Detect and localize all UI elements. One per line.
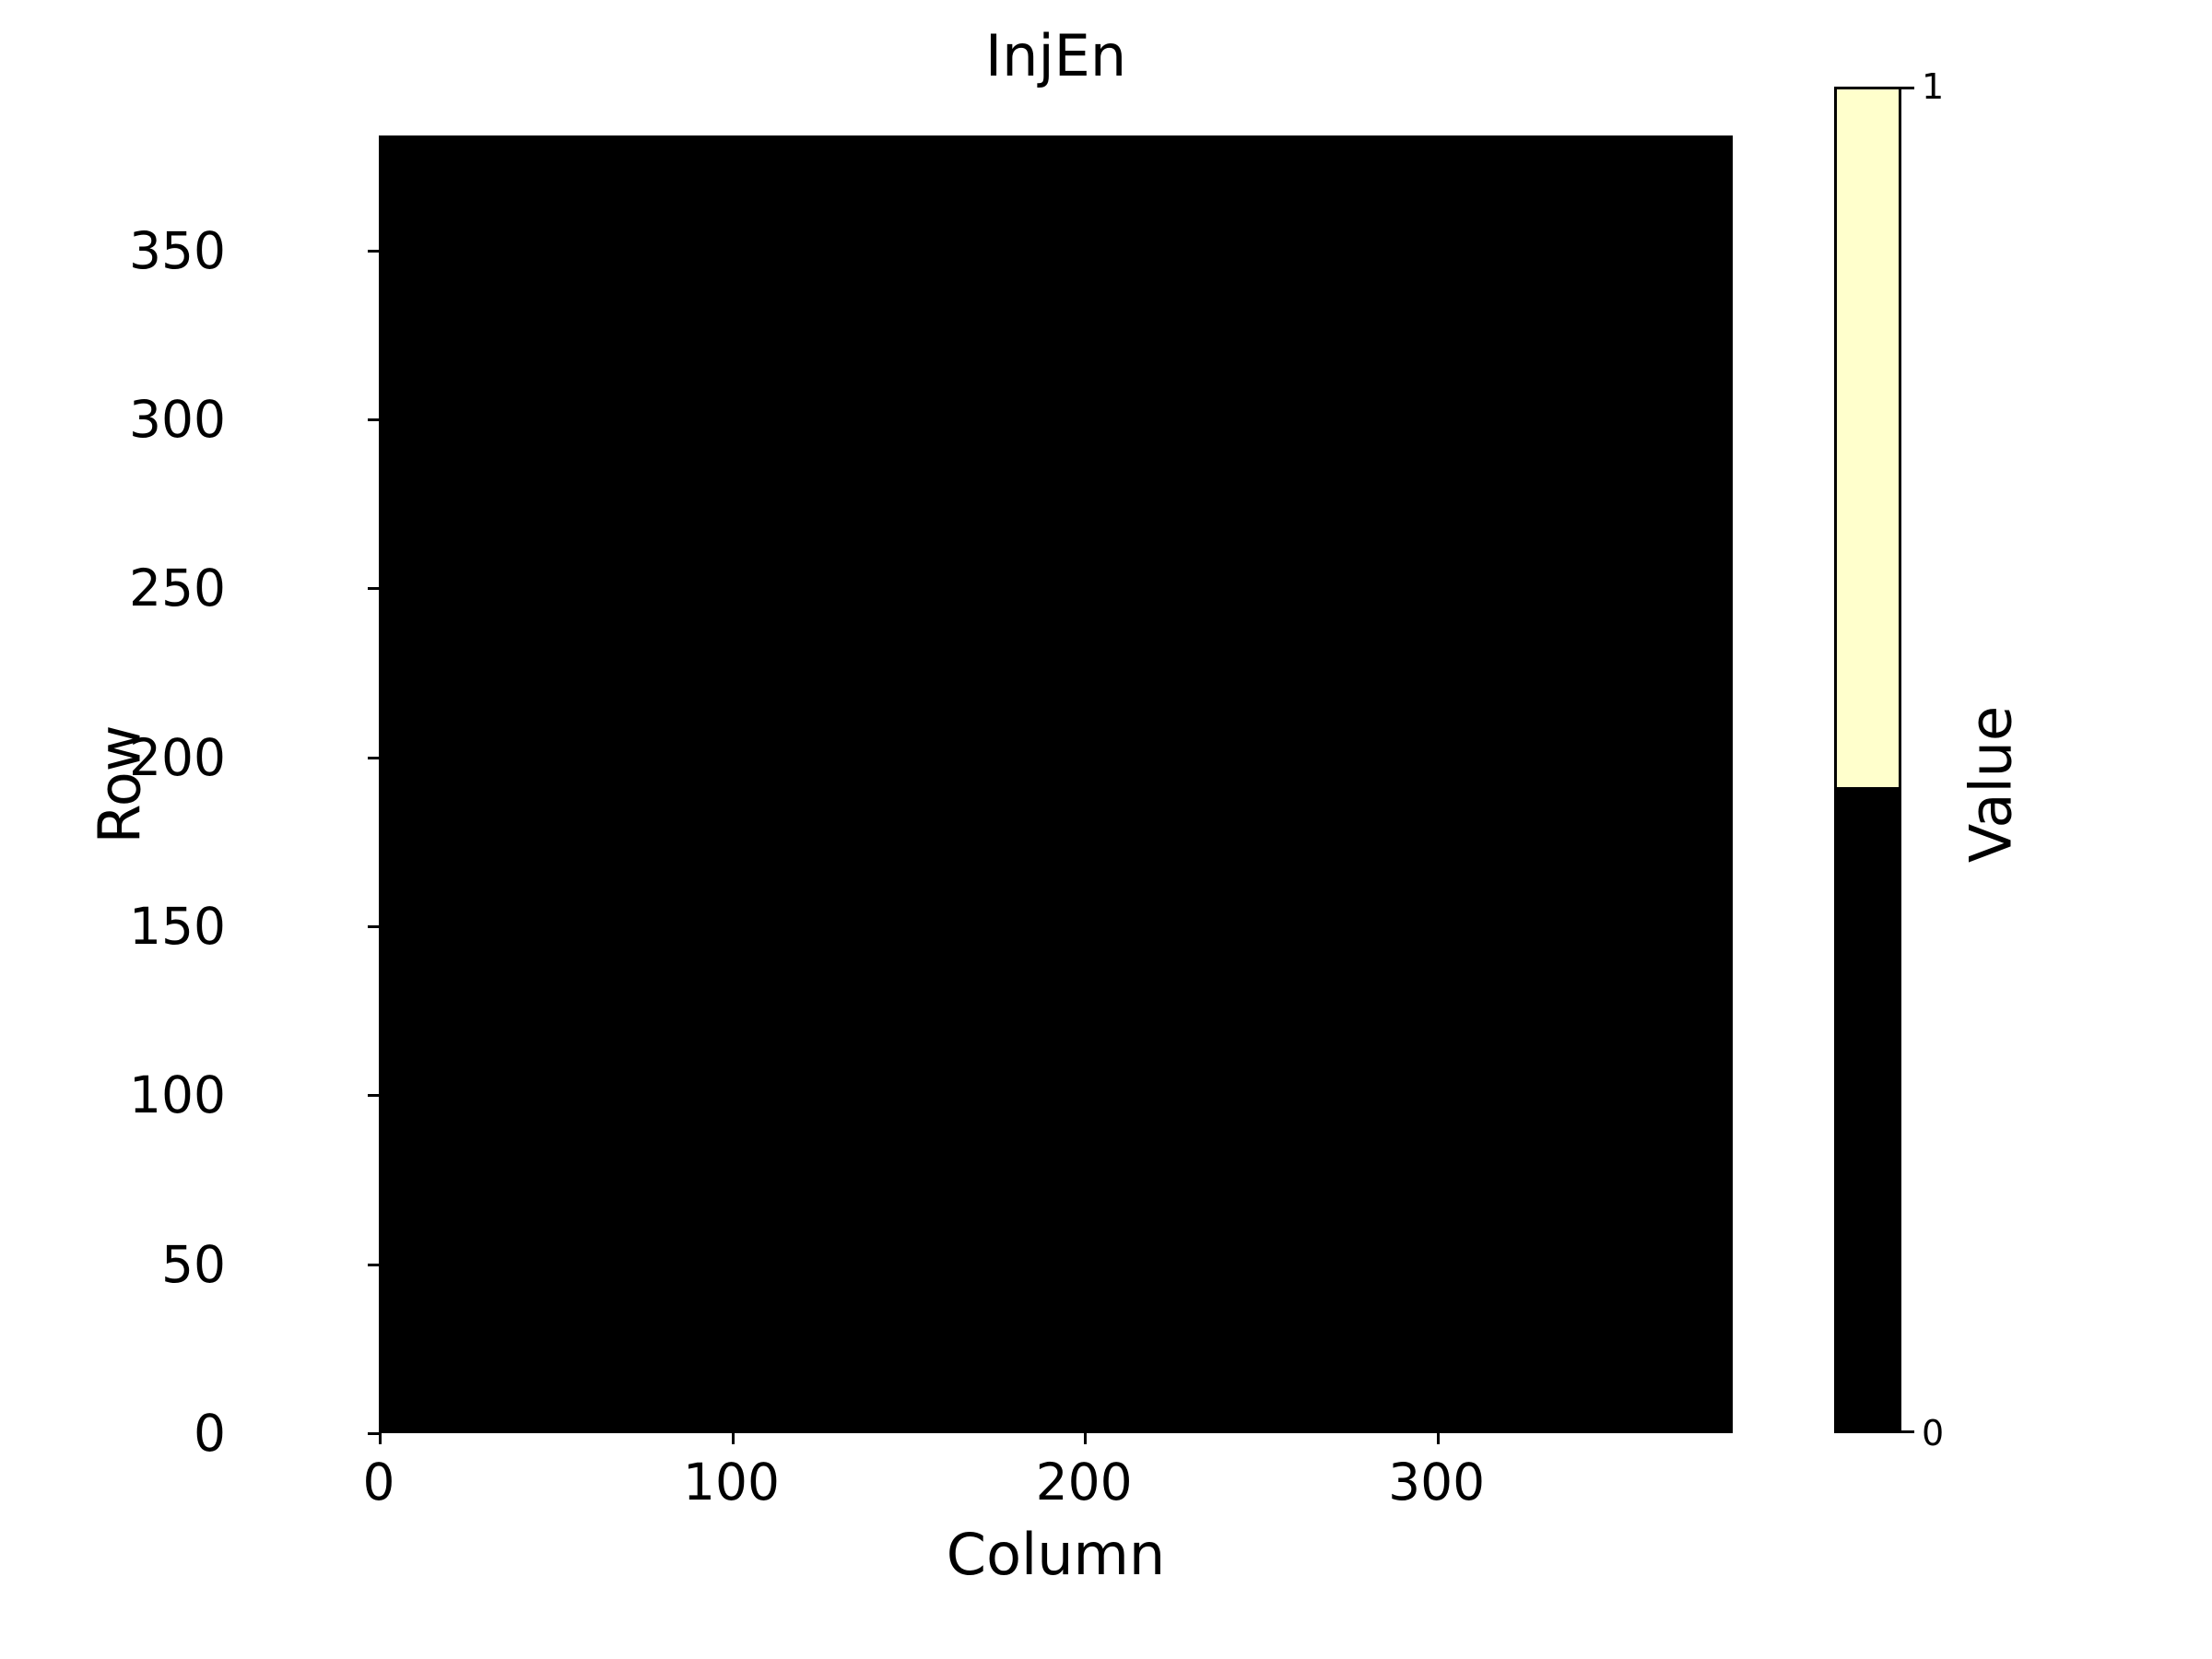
colorbar-label: Value xyxy=(1957,705,2025,864)
y-tick-mark xyxy=(368,418,379,421)
y-tick-label: 50 xyxy=(161,1234,226,1294)
x-tick-label: 300 xyxy=(1388,1453,1486,1512)
y-tick-label: 300 xyxy=(129,390,226,449)
x-tick-label: 200 xyxy=(1035,1453,1133,1512)
colorbar-tick-mark xyxy=(1901,87,1914,89)
colorbar-low-band xyxy=(1837,786,1899,1430)
colorbar-gradient xyxy=(1834,87,1901,1433)
y-tick-label: 100 xyxy=(129,1065,226,1125)
x-axis-label: Column xyxy=(946,1521,1166,1588)
x-tick-mark xyxy=(1436,1433,1440,1444)
y-tick-label: 150 xyxy=(129,897,226,956)
heatmap-plot-area[interactable] xyxy=(379,135,1733,1433)
y-tick-mark xyxy=(368,249,379,253)
colorbar-tick-label: 0 xyxy=(1922,1413,1945,1453)
y-tick-mark xyxy=(368,1432,379,1435)
heatmap-image xyxy=(379,135,1733,1433)
colorbar-high-band xyxy=(1837,89,1899,787)
x-tick-label: 100 xyxy=(683,1453,781,1512)
y-tick-label: 0 xyxy=(194,1404,226,1463)
x-tick-label: 0 xyxy=(362,1453,395,1512)
y-tick-mark xyxy=(368,925,379,928)
page-title: InjEn xyxy=(984,22,1127,89)
y-tick-mark xyxy=(368,1263,379,1266)
y-tick-label: 200 xyxy=(129,727,226,787)
colorbar-tick-mark xyxy=(1901,1430,1914,1433)
y-tick-mark xyxy=(368,756,379,759)
x-tick-mark xyxy=(1084,1433,1088,1444)
y-tick-mark xyxy=(368,1094,379,1098)
y-tick-label: 350 xyxy=(129,220,226,280)
colorbar-tick-label: 1 xyxy=(1922,66,1945,107)
x-tick-mark xyxy=(731,1433,735,1444)
y-tick-mark xyxy=(368,587,379,591)
y-tick-label: 250 xyxy=(129,559,226,618)
x-tick-mark xyxy=(379,1433,382,1444)
